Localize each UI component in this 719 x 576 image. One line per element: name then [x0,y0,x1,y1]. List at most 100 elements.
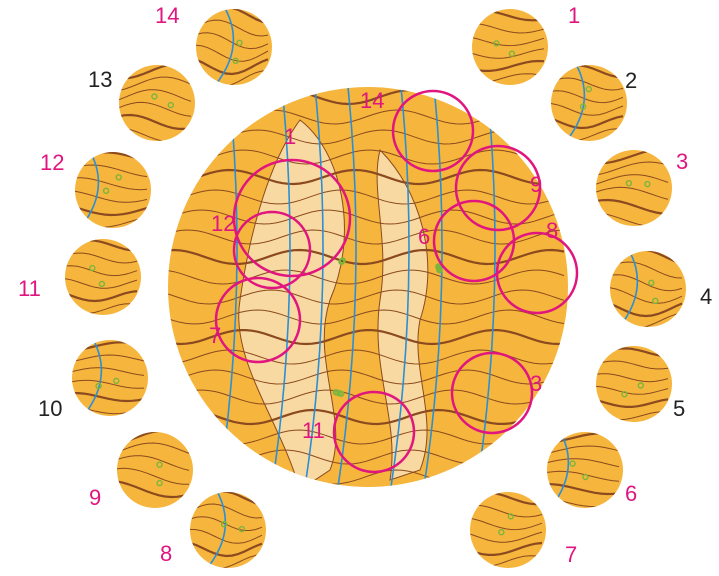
thumbnail-number-label: 6 [625,481,638,506]
vegetation-marker [220,521,228,528]
contour-line [168,289,565,305]
contour-line [65,278,138,289]
vegetation-marker [339,257,346,264]
stream-line [565,65,586,141]
control-thumbnail-8[interactable] [190,491,266,568]
control-circle-number: 3 [530,371,543,396]
contour-line [75,190,148,203]
contour-line [65,265,138,277]
stream-line [82,340,103,416]
contour-line [596,385,669,395]
contour-line [65,290,138,303]
thumbnail-number-label: 11 [18,276,41,301]
vegetation-marker [115,174,122,181]
control-thumbnail-9[interactable] [117,430,193,509]
contour-line [168,329,565,346]
contour-line [610,274,683,292]
vegetation-marker [648,279,655,286]
control-thumbnail-10[interactable] [72,340,148,416]
thumbnail-disc [596,150,672,226]
thumbnail-disc [117,432,193,508]
control-thumbnail-2[interactable] [551,65,627,141]
thumbnail-number-label: 7 [565,542,578,567]
contour-line [117,442,190,454]
control-circle-3[interactable] [450,351,534,435]
contour-line [72,354,145,362]
contour-line [547,482,620,496]
stream-line [271,87,291,487]
contour-line [168,389,565,405]
control-thumbnail-11[interactable] [65,239,141,315]
control-circle-number: 8 [546,218,559,243]
control-circle-14[interactable] [391,89,475,173]
contour-line [75,164,148,178]
vegetation-marker [569,460,576,467]
vegetation-marker [644,180,651,188]
thumbnail-layer [65,7,686,568]
control-circle-7[interactable] [214,276,302,364]
control-thumbnail-12[interactable] [75,152,151,228]
control-thumbnail-3[interactable] [596,149,672,226]
thumbnail-number-label: 8 [160,541,173,566]
contour-line [168,369,565,385]
contour-line [117,455,190,471]
contour-line [470,541,543,556]
vegetation-marker [167,101,175,109]
thumbnail-number-label: 13 [88,67,113,92]
contour-line [190,541,263,558]
main-map [168,87,579,487]
contour-line [196,44,269,62]
vegetation-marker [232,57,239,64]
contour-line [547,445,620,454]
contour-line [596,398,669,408]
contour-line [470,531,543,543]
vegetation-marker [89,264,96,272]
control-circle-number: 11 [302,418,325,443]
contour-line [196,58,269,76]
contour-line [168,309,565,325]
control-thumbnail-7[interactable] [470,492,546,568]
thumbnail-number-label: 5 [673,396,686,421]
control-thumbnail-13[interactable] [119,64,195,141]
contour-line [472,48,545,59]
contour-line [119,89,192,102]
control-thumbnail-5[interactable] [596,346,672,422]
control-circle-8[interactable] [495,231,579,315]
control-circle-number: 14 [360,88,385,113]
control-thumbnail-14[interactable] [196,7,272,86]
contour-line [119,65,192,80]
vegetation-marker [625,179,633,187]
vegetation-marker [637,382,644,389]
control-thumbnail-6[interactable] [547,432,623,508]
control-circle-12[interactable] [232,210,312,290]
contour-line [596,174,669,185]
vegetation-marker [98,280,106,288]
vegetation-marker [493,40,500,47]
vegetation-marker [585,85,592,93]
contour-line [65,252,138,264]
contour-line [72,392,145,403]
thumbnail-disc [610,251,686,327]
thumbnail-disc [72,340,148,416]
contour-line [119,113,192,130]
control-circle-1[interactable] [232,158,352,278]
stream-line [304,87,324,487]
vegetation-marker [102,187,110,195]
control-circle-11[interactable] [332,390,416,474]
vegetation-marker [507,513,514,520]
control-circle-9[interactable] [454,144,542,232]
vegetation-marker [156,479,163,487]
thumbnail-number-label: 14 [155,3,180,28]
stream-line [206,492,227,568]
contour-line [551,77,624,91]
contour-line [551,115,624,130]
control-thumbnail-4[interactable] [610,249,686,328]
thumbnail-number-label: 4 [700,284,713,309]
control-thumbnail-1[interactable] [472,9,548,85]
contour-line [470,517,543,531]
control-circle-number: 12 [211,211,236,236]
stream-line [390,87,410,487]
contour-line [196,32,269,50]
